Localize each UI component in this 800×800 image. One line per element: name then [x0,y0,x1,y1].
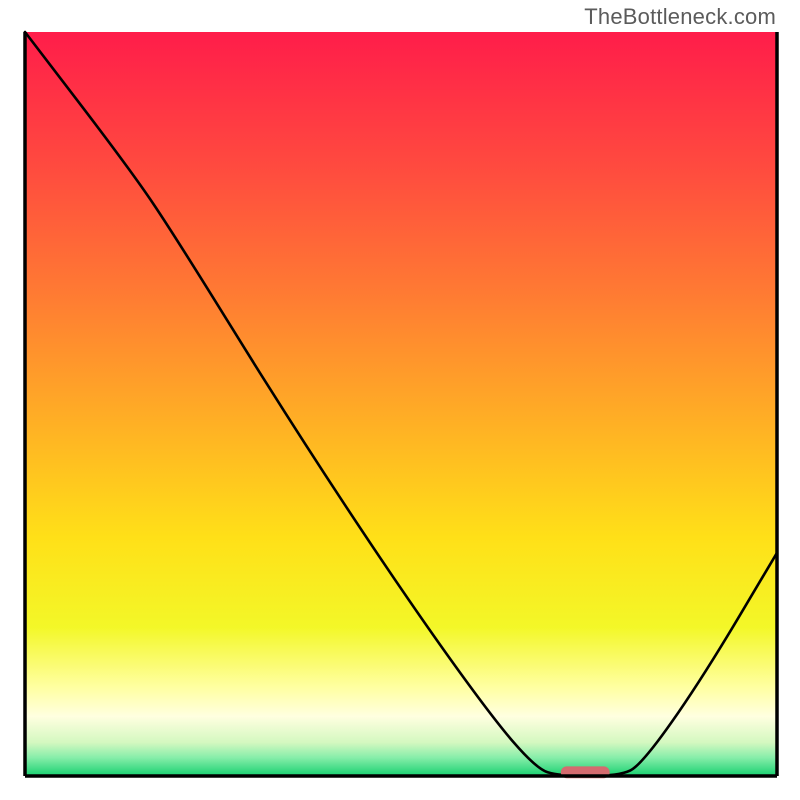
chart-container: { "watermark": { "text": "TheBottleneck.… [0,0,800,800]
bottleneck-chart [0,0,800,800]
watermark-text: TheBottleneck.com [584,4,776,30]
chart-background [25,32,777,776]
